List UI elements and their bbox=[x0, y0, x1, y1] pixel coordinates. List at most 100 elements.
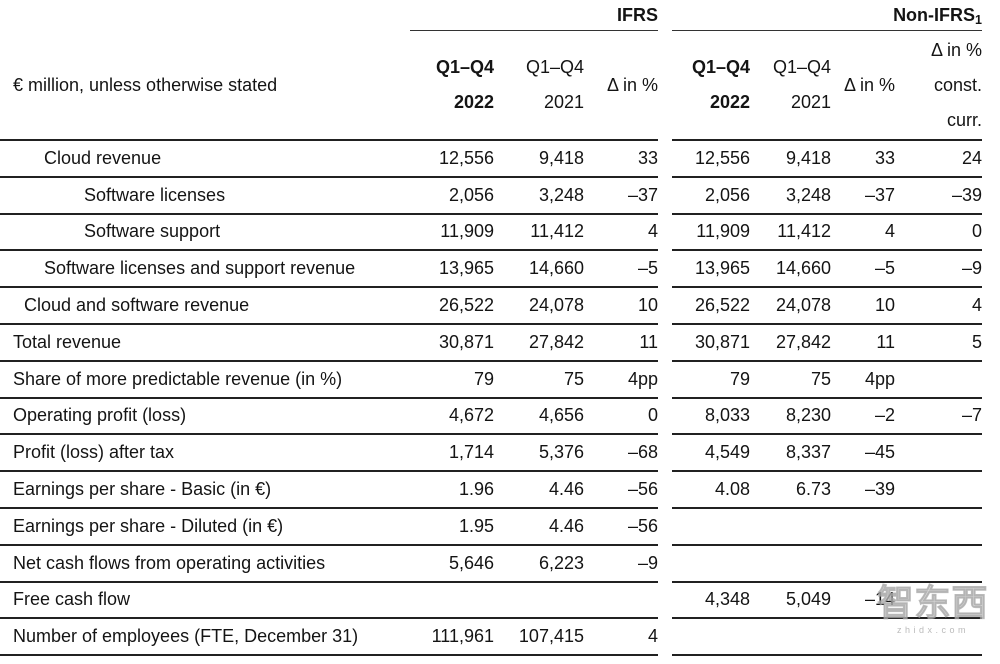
table-body: Cloud revenue 12,556 9,418 33 12,556 9,4… bbox=[0, 141, 982, 657]
ifrs-delta-value: –37 bbox=[627, 184, 658, 205]
non-ifrs-2022-value: 4,549 bbox=[704, 442, 750, 463]
non-ifrs-delta-const-curr-value: –9 bbox=[961, 258, 982, 279]
non-ifrs-2022-value: 26,522 bbox=[694, 295, 750, 316]
ifrs-2022-value bbox=[410, 583, 494, 618]
ifrs-2021-value: 6,223 bbox=[538, 552, 584, 573]
non-ifrs-2022-value: 8,033 bbox=[704, 405, 750, 426]
ifrs-2021-value: 9,418 bbox=[538, 147, 584, 168]
non-ifrs-delta-const-curr-value: 4 bbox=[971, 295, 982, 316]
ifrs-delta-value: 4pp bbox=[627, 368, 658, 389]
ifrs-delta-value: 4 bbox=[647, 221, 658, 242]
non-ifrs-2021-value: 9,418 bbox=[785, 147, 831, 168]
table-row: Share of more predictable revenue (in %)… bbox=[0, 362, 982, 399]
non-ifrs-2022-value: 13,965 bbox=[694, 258, 750, 279]
table-row: Earnings per share - Diluted (in €) 1.95… bbox=[0, 509, 982, 546]
ifrs-2022-value: 30,871 bbox=[438, 331, 494, 352]
row-label: Cloud and software revenue bbox=[24, 295, 250, 316]
non-ifrs-delta-value: 33 bbox=[874, 147, 895, 168]
non-ifrs-2022-value: 12,556 bbox=[694, 147, 750, 168]
row-label: Operating profit (loss) bbox=[13, 405, 187, 426]
group-header-row: IFRS Non-IFRS 1 bbox=[0, 0, 982, 31]
row-label: Software licenses and support revenue bbox=[44, 258, 356, 279]
table-row: Number of employees (FTE, December 31) 1… bbox=[0, 619, 982, 657]
ifrs-2021-value: 4.46 bbox=[548, 479, 584, 500]
table-row: Software support 11,909 11,412 4 11,909 … bbox=[0, 215, 982, 252]
non-ifrs-delta-const-curr-value bbox=[895, 435, 982, 470]
non-ifrs-delta-const-curr-value bbox=[895, 583, 982, 618]
group-header-spacer bbox=[0, 0, 410, 31]
non-ifrs-delta-const-curr-value: –39 bbox=[951, 184, 982, 205]
ifrs-delta-value: 10 bbox=[637, 295, 658, 316]
row-label: Earnings per share - Basic (in €) bbox=[13, 479, 272, 500]
ifrs-2022-value: 2,056 bbox=[448, 184, 494, 205]
table-row: Total revenue 30,871 27,842 11 30,871 27… bbox=[0, 325, 982, 362]
table-row: Software licenses and support revenue 13… bbox=[0, 251, 982, 289]
non-ifrs-delta-value: 11 bbox=[876, 331, 895, 352]
unit-label: € million, unless otherwise stated bbox=[13, 74, 278, 95]
non-ifrs-delta-value bbox=[831, 619, 895, 654]
ifrs-delta-value: 11 bbox=[639, 331, 658, 352]
non-ifrs-2022-value: 4,348 bbox=[704, 589, 750, 610]
ifrs-delta-value: –9 bbox=[637, 552, 658, 573]
non-ifrs-2021-value bbox=[750, 619, 831, 654]
ifrs-delta-value: –56 bbox=[627, 515, 658, 536]
non-ifrs-2021-value bbox=[750, 509, 831, 544]
ifrs-2022-value: 5,646 bbox=[448, 552, 494, 573]
non-ifrs-delta-value: –39 bbox=[864, 479, 895, 500]
row-label: Earnings per share - Diluted (in €) bbox=[13, 515, 284, 536]
non-ifrs-delta-header: Δ in % bbox=[843, 74, 895, 95]
table-row: Software licenses 2,056 3,248 –37 2,056 … bbox=[0, 178, 982, 215]
non-ifrs-delta-value: –2 bbox=[874, 405, 895, 426]
non-ifrs-2021-value: 8,230 bbox=[785, 405, 831, 426]
non-ifrs-2021-value: 11,412 bbox=[777, 221, 831, 242]
ifrs-2022-header: Q1–Q4 2022 bbox=[435, 57, 494, 112]
non-ifrs-delta-value: 4 bbox=[884, 221, 895, 242]
row-label: Profit (loss) after tax bbox=[13, 442, 175, 463]
group-header-non-ifrs: Non-IFRS 1 bbox=[672, 0, 982, 31]
non-ifrs-2022-value bbox=[672, 619, 750, 654]
non-ifrs-2022-value bbox=[672, 546, 750, 581]
row-label: Total revenue bbox=[13, 331, 122, 352]
non-ifrs-2021-value: 14,660 bbox=[775, 258, 831, 279]
non-ifrs-2021-value: 27,842 bbox=[775, 331, 831, 352]
non-ifrs-delta-const-curr-header: Δ in % const. curr. bbox=[930, 39, 982, 130]
non-ifrs-delta-value: –14 bbox=[864, 589, 895, 610]
ifrs-2021-value: 3,248 bbox=[538, 184, 584, 205]
row-label: Software licenses bbox=[84, 184, 226, 205]
ifrs-group-label: IFRS bbox=[616, 5, 658, 25]
non-ifrs-delta-const-curr-value: 5 bbox=[971, 331, 982, 352]
ifrs-delta-value: 4 bbox=[647, 626, 658, 647]
non-ifrs-2022-header: Q1–Q4 2022 bbox=[691, 57, 750, 112]
ifrs-2021-value: 24,078 bbox=[528, 295, 584, 316]
non-ifrs-2022-value bbox=[672, 509, 750, 544]
ifrs-2022-value: 1,714 bbox=[448, 442, 494, 463]
ifrs-2021-value: 14,660 bbox=[528, 258, 584, 279]
non-ifrs-delta-const-curr-value bbox=[895, 546, 982, 581]
table-row: Cloud revenue 12,556 9,418 33 12,556 9,4… bbox=[0, 141, 982, 178]
ifrs-2021-value bbox=[494, 583, 584, 618]
ifrs-2022-value: 11,909 bbox=[440, 221, 494, 242]
table-row: Profit (loss) after tax 1,714 5,376 –68 … bbox=[0, 435, 982, 473]
ifrs-2022-value: 1.96 bbox=[458, 479, 494, 500]
ifrs-2022-value: 111,961 bbox=[431, 626, 494, 647]
row-label: Net cash flows from operating activities bbox=[13, 552, 326, 573]
non-ifrs-delta-const-curr-value: 0 bbox=[971, 221, 982, 242]
ifrs-2022-value: 4,672 bbox=[448, 405, 494, 426]
column-header-row: € million, unless otherwise stated Q1–Q4… bbox=[0, 31, 982, 141]
non-ifrs-2022-value: 2,056 bbox=[704, 184, 750, 205]
non-ifrs-delta-const-curr-value: –7 bbox=[961, 405, 982, 426]
ifrs-2021-value: 5,376 bbox=[538, 442, 584, 463]
ifrs-2022-value: 12,556 bbox=[438, 147, 494, 168]
group-header-ifrs: IFRS bbox=[410, 0, 658, 31]
non-ifrs-delta-const-curr-value bbox=[895, 509, 982, 544]
ifrs-2022-value: 26,522 bbox=[438, 295, 494, 316]
non-ifrs-2021-value: 8,337 bbox=[785, 442, 831, 463]
row-label: Share of more predictable revenue (in %) bbox=[13, 368, 343, 389]
ifrs-delta-value bbox=[584, 583, 658, 618]
ifrs-2021-value: 27,842 bbox=[528, 331, 584, 352]
ifrs-2021-value: 4.46 bbox=[548, 515, 584, 536]
non-ifrs-2021-value: 5,049 bbox=[785, 589, 831, 610]
non-ifrs-2021-header: Q1–Q4 2021 bbox=[772, 57, 831, 112]
ifrs-2021-header: Q1–Q4 2021 bbox=[525, 57, 584, 112]
